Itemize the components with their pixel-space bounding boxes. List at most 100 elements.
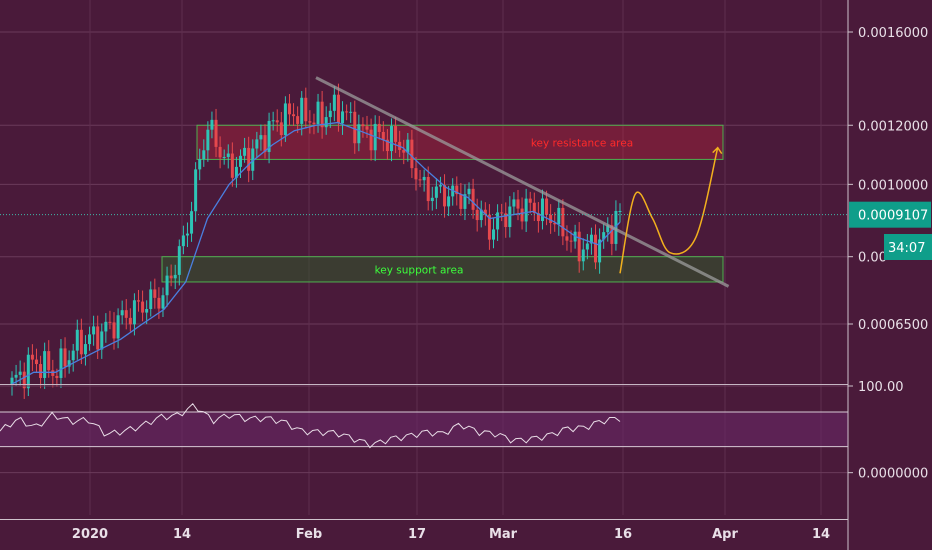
- candle-body-126: [524, 198, 528, 222]
- support-zone: [161, 256, 724, 283]
- price-axis-panel: [848, 0, 932, 550]
- candle-body-11: [55, 375, 59, 378]
- candle-body-146: [606, 225, 610, 233]
- candle-body-45: [194, 169, 198, 212]
- price-tick-label-3: 0.00: [858, 251, 887, 266]
- candle-body-103: [430, 197, 434, 202]
- candle-body-40: [173, 274, 177, 279]
- candle-body-82: [345, 111, 349, 113]
- candle-body-87: [365, 126, 369, 130]
- candle-body-49: [210, 119, 214, 130]
- candle-body-48: [206, 129, 210, 151]
- candle-body-23: [104, 321, 108, 332]
- candle-body-91: [381, 131, 385, 140]
- candle-body-131: [545, 198, 549, 215]
- rsi-line: [0, 402, 621, 449]
- candle-body-104: [434, 186, 438, 198]
- candle-body-75: [316, 101, 320, 125]
- candle-body-24: [108, 321, 112, 323]
- candle-body-65: [275, 120, 279, 123]
- time-tick-label-2: Feb: [296, 527, 322, 542]
- candle-body-12: [59, 348, 63, 378]
- candle-body-61: [259, 135, 263, 140]
- candle-body-36: [157, 297, 161, 309]
- candle-body-97: [406, 139, 410, 153]
- candle-body-96: [402, 149, 406, 153]
- candle-body-16: [75, 329, 79, 351]
- candle-body-106: [443, 185, 447, 207]
- candle-body-128: [532, 202, 536, 214]
- candle-body-107: [447, 196, 451, 207]
- candle-body-117: [487, 214, 491, 240]
- price-tick-label-2: 0.0010000: [858, 178, 928, 193]
- candle-body-37: [161, 295, 165, 309]
- candle-body-3: [22, 371, 26, 389]
- candle-body-102: [426, 176, 430, 202]
- candle-body-140: [581, 249, 585, 262]
- candle-body-26: [116, 315, 120, 339]
- candle-body-55: [234, 166, 238, 178]
- candle-body-98: [410, 139, 414, 169]
- candle-body-109: [455, 185, 459, 195]
- candle-body-20: [92, 326, 96, 335]
- forecast-path: [619, 147, 719, 274]
- candle-body-19: [88, 334, 92, 345]
- candle-body-147: [610, 225, 614, 244]
- candle-body-53: [226, 153, 230, 157]
- candle-body-27: [120, 310, 124, 316]
- time-tick-label-3: 17: [408, 527, 426, 542]
- candle-body-57: [243, 147, 247, 156]
- candle-body-99: [414, 168, 418, 180]
- candle-body-72: [304, 97, 308, 122]
- candle-body-132: [549, 214, 553, 223]
- candle-body-88: [369, 129, 373, 151]
- candle-body-78: [328, 110, 332, 118]
- candle-body-2: [18, 371, 22, 375]
- time-tick-label-4: Mar: [489, 527, 518, 542]
- price-tick-label-0: 0.0016000: [858, 26, 928, 41]
- candle-body-69: [292, 114, 296, 117]
- candle-body-30: [132, 300, 136, 325]
- support-zone-label: key support area: [375, 264, 464, 276]
- time-tick-label-1: 14: [173, 527, 191, 542]
- candle-body-85: [357, 124, 361, 144]
- candle-body-47: [202, 150, 206, 160]
- candle-body-80: [336, 94, 340, 124]
- candle-body-7: [39, 364, 43, 378]
- candle-body-79: [332, 94, 336, 111]
- candle-body-92: [385, 139, 389, 152]
- current-price-label: 0.0009107: [858, 209, 928, 224]
- candle-body-142: [589, 234, 593, 244]
- candle-body-0: [10, 377, 14, 385]
- candle-body-133: [553, 222, 557, 225]
- candle-body-14: [67, 360, 71, 367]
- candle-body-149: [618, 210, 622, 212]
- candle-body-129: [536, 213, 540, 222]
- candle-body-135: [561, 207, 565, 237]
- rsi-tick-label-1: 0.0000000: [858, 467, 928, 482]
- candle-body-1: [14, 374, 18, 378]
- candle-body-119: [496, 212, 500, 230]
- candle-body-115: [479, 209, 483, 221]
- time-tick-label-0: 2020: [72, 527, 108, 542]
- candle-body-86: [361, 124, 365, 127]
- candle-body-46: [198, 159, 202, 170]
- descending-trendline: [315, 76, 730, 288]
- forecast-arrow-icon: [712, 146, 723, 155]
- candle-body-41: [177, 246, 181, 275]
- candle-body-44: [190, 211, 194, 234]
- candle-body-35: [153, 289, 157, 298]
- candle-body-21: [96, 326, 100, 350]
- candle-body-18: [83, 344, 87, 355]
- candle-body-139: [577, 231, 581, 262]
- candle-body-130: [540, 198, 544, 222]
- candle-body-111: [463, 194, 467, 209]
- candle-body-42: [181, 235, 185, 247]
- candle-body-9: [47, 351, 51, 371]
- candle-body-76: [320, 101, 324, 128]
- candle-body-62: [263, 135, 267, 152]
- candle-body-54: [230, 153, 234, 178]
- candle-body-39: [169, 275, 173, 279]
- candle-body-56: [239, 155, 243, 167]
